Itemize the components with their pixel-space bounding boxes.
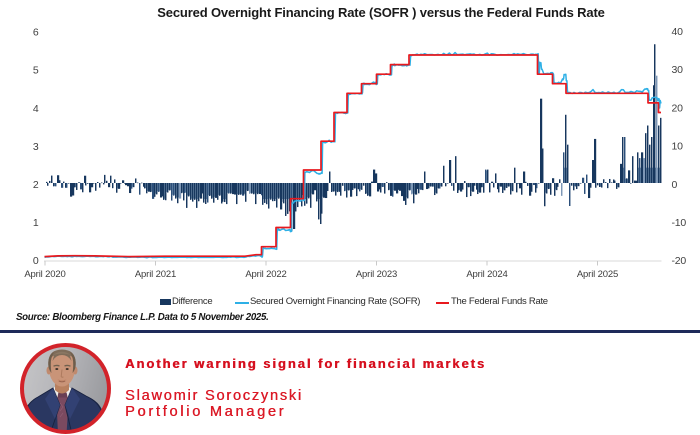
svg-text:5: 5	[33, 65, 39, 77]
svg-text:April 2024: April 2024	[466, 269, 507, 280]
svg-text:0: 0	[33, 255, 39, 267]
svg-text:6: 6	[33, 27, 39, 39]
svg-text:April 2025: April 2025	[577, 269, 618, 280]
svg-text:30: 30	[672, 64, 684, 76]
svg-text:-10: -10	[672, 217, 687, 229]
svg-text:40: 40	[672, 26, 684, 38]
svg-text:April 2022: April 2022	[245, 269, 286, 280]
svg-text:1: 1	[33, 217, 39, 229]
svg-text:April 2023: April 2023	[356, 269, 397, 280]
svg-text:0: 0	[672, 179, 678, 191]
svg-text:4: 4	[33, 103, 39, 115]
svg-text:April 2020: April 2020	[24, 269, 65, 280]
svg-text:-20: -20	[672, 255, 687, 267]
svg-text:10: 10	[672, 141, 684, 153]
svg-text:2: 2	[33, 179, 39, 191]
svg-text:3: 3	[33, 141, 39, 153]
svg-text:20: 20	[672, 102, 684, 114]
svg-text:April 2021: April 2021	[135, 269, 176, 280]
